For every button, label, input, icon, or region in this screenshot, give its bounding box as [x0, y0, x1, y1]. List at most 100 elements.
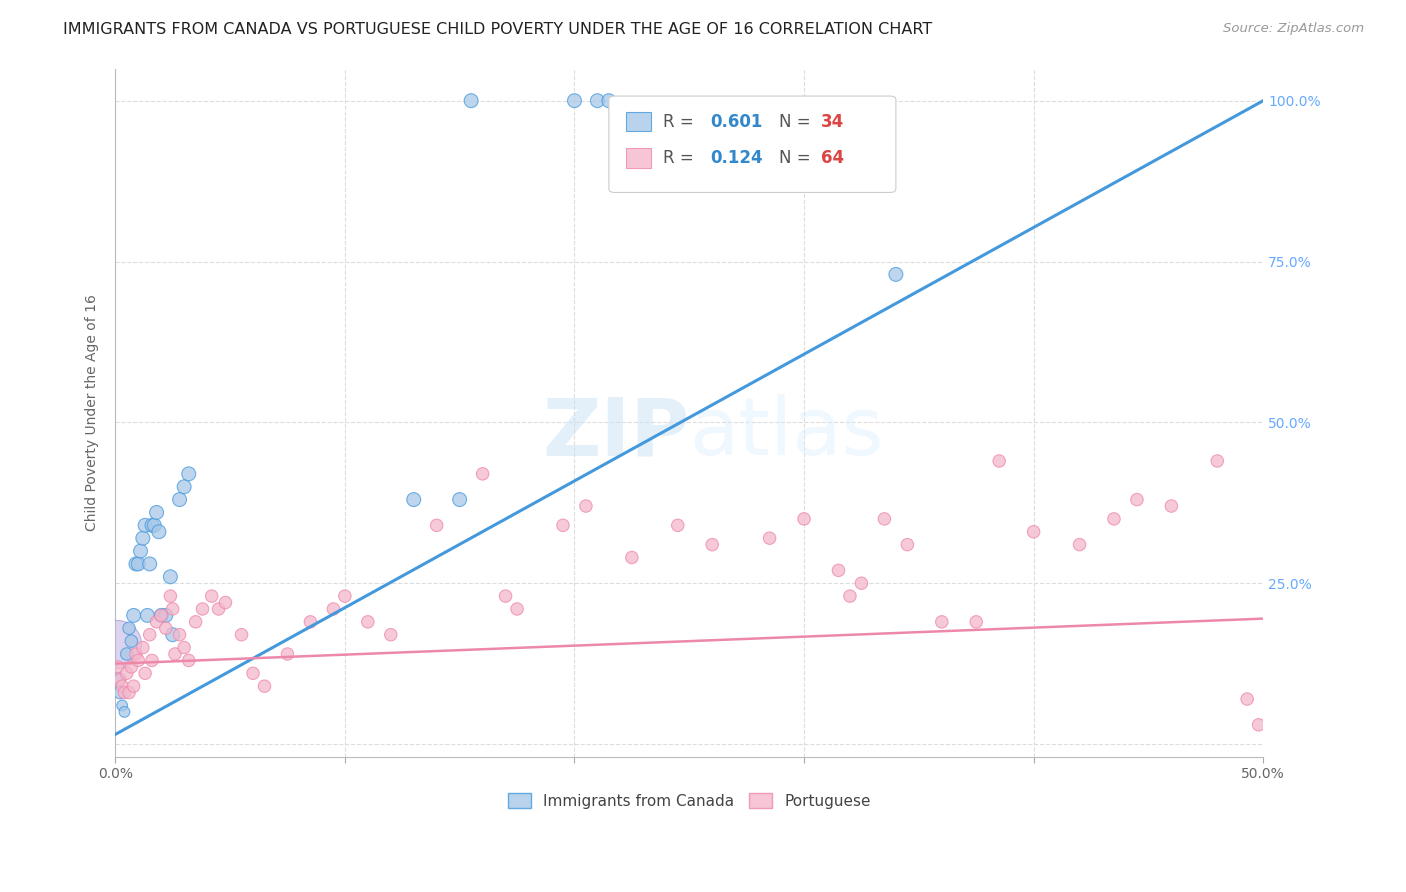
Point — [134, 666, 156, 681]
Point — [125, 557, 148, 571]
Point — [159, 589, 181, 603]
Point — [380, 628, 402, 642]
Point — [357, 615, 380, 629]
Point — [169, 492, 191, 507]
Text: IMMIGRANTS FROM CANADA VS PORTUGUESE CHILD POVERTY UNDER THE AGE OF 16 CORRELATI: IMMIGRANTS FROM CANADA VS PORTUGUESE CHI… — [63, 22, 932, 37]
Point — [988, 454, 1011, 468]
Point — [120, 634, 142, 648]
Text: R =: R = — [662, 149, 699, 167]
Text: 0.124: 0.124 — [710, 149, 762, 167]
Point — [839, 589, 862, 603]
Text: N =: N = — [779, 149, 815, 167]
Point — [884, 268, 907, 282]
Point — [177, 467, 200, 481]
Point — [105, 637, 128, 651]
Point — [150, 608, 173, 623]
Point — [143, 518, 166, 533]
Point — [122, 679, 145, 693]
Point — [150, 608, 173, 623]
Point — [148, 524, 170, 539]
Point — [242, 666, 264, 681]
Point — [575, 499, 598, 513]
Y-axis label: Child Poverty Under the Age of 16: Child Poverty Under the Age of 16 — [86, 294, 100, 531]
Point — [145, 506, 167, 520]
Point — [107, 660, 129, 674]
Point — [851, 576, 873, 591]
Point — [118, 621, 141, 635]
Point — [155, 608, 177, 623]
Point — [551, 518, 574, 533]
Point — [586, 94, 609, 108]
Point — [1102, 512, 1125, 526]
Point — [132, 531, 155, 545]
Point — [163, 647, 186, 661]
FancyBboxPatch shape — [609, 96, 896, 193]
Point — [495, 589, 517, 603]
Point — [191, 602, 214, 616]
Text: 34: 34 — [821, 112, 845, 130]
Point — [598, 94, 620, 108]
Point — [107, 673, 129, 687]
Point — [201, 589, 224, 603]
Point — [931, 615, 953, 629]
Point — [173, 480, 195, 494]
Point — [426, 518, 449, 533]
Point — [460, 94, 482, 108]
Point — [207, 602, 229, 616]
Text: R =: R = — [662, 112, 699, 130]
Point — [127, 557, 149, 571]
Point — [702, 538, 724, 552]
Point — [1126, 492, 1149, 507]
Point — [965, 615, 987, 629]
Point — [449, 492, 471, 507]
Point — [162, 628, 184, 642]
Point — [793, 512, 815, 526]
Point — [169, 628, 191, 642]
Point — [276, 647, 298, 661]
Point — [620, 550, 643, 565]
Point — [299, 615, 322, 629]
Legend: Immigrants from Canada, Portuguese: Immigrants from Canada, Portuguese — [502, 787, 877, 814]
Point — [115, 666, 138, 681]
Point — [1206, 454, 1229, 468]
Point — [115, 647, 138, 661]
Point — [666, 518, 689, 533]
Text: N =: N = — [779, 112, 815, 130]
Point — [1236, 692, 1258, 706]
Point — [155, 621, 177, 635]
Point — [815, 100, 838, 114]
Point — [111, 679, 134, 693]
Point — [1022, 524, 1045, 539]
Point — [564, 94, 586, 108]
Point — [322, 602, 344, 616]
Point — [402, 492, 425, 507]
Point — [120, 660, 142, 674]
Point — [141, 518, 163, 533]
Point — [108, 673, 131, 687]
Point — [253, 679, 276, 693]
Bar — [626, 148, 651, 168]
Point — [125, 647, 148, 661]
Point — [758, 531, 780, 545]
Point — [873, 512, 896, 526]
Point — [127, 653, 149, 667]
Point — [136, 608, 159, 623]
Point — [132, 640, 155, 655]
Point — [827, 563, 849, 577]
Text: Source: ZipAtlas.com: Source: ZipAtlas.com — [1223, 22, 1364, 36]
Text: 0.601: 0.601 — [710, 112, 762, 130]
Point — [138, 557, 160, 571]
Point — [111, 698, 134, 713]
Point — [471, 467, 494, 481]
Point — [506, 602, 529, 616]
Text: 64: 64 — [821, 149, 845, 167]
Point — [108, 685, 131, 699]
Point — [1247, 718, 1270, 732]
Point — [333, 589, 356, 603]
Point — [138, 628, 160, 642]
Text: atlas: atlas — [689, 394, 883, 473]
Point — [114, 685, 136, 699]
Point — [1069, 538, 1091, 552]
Point — [122, 608, 145, 623]
Point — [141, 653, 163, 667]
